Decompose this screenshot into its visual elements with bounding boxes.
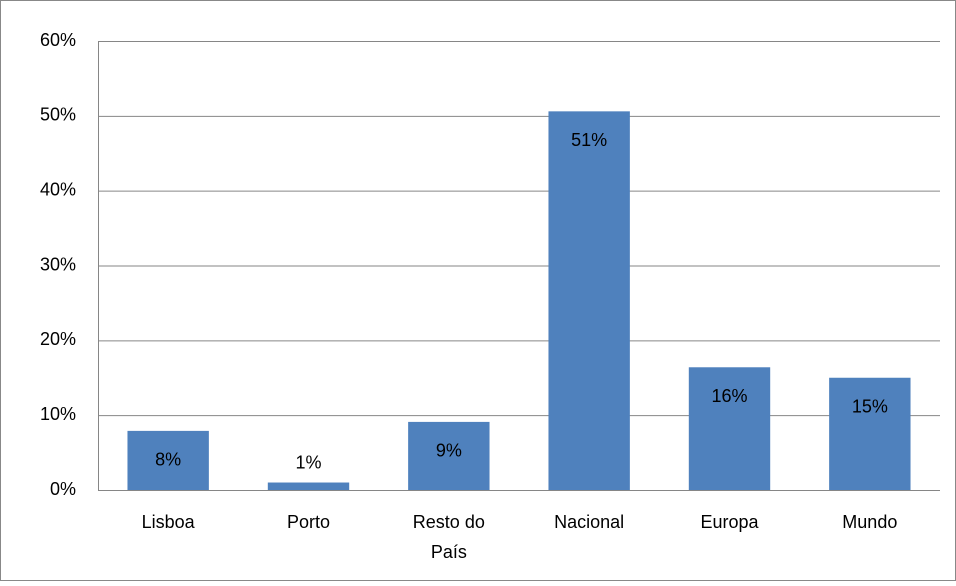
x-tick-label: Europa — [700, 512, 759, 532]
y-tick-label: 0% — [50, 479, 76, 499]
bar — [408, 421, 490, 490]
data-label: 9% — [436, 441, 462, 461]
data-label: 8% — [155, 450, 181, 470]
bar — [829, 377, 911, 490]
y-tick-label: 50% — [40, 105, 76, 125]
y-tick-label: 60% — [40, 30, 76, 50]
data-label: 15% — [852, 397, 888, 417]
data-label: 16% — [711, 386, 747, 406]
x-tick-label: Mundo — [842, 512, 897, 532]
x-tick-label: Porto — [287, 512, 330, 532]
y-tick-label: 40% — [40, 179, 76, 199]
x-tick-label: Nacional — [554, 512, 624, 532]
x-tick-label: Lisboa — [142, 512, 196, 532]
bar — [548, 111, 630, 491]
bar — [688, 367, 771, 490]
y-tick-label: 10% — [40, 404, 76, 424]
x-tick-label: Resto do País — [413, 512, 485, 562]
y-tick-label: 20% — [40, 329, 76, 349]
data-label: 51% — [571, 130, 607, 150]
bar — [267, 482, 350, 490]
data-label: 1% — [295, 452, 321, 472]
bar — [127, 430, 209, 490]
y-tick-label: 30% — [40, 254, 76, 274]
